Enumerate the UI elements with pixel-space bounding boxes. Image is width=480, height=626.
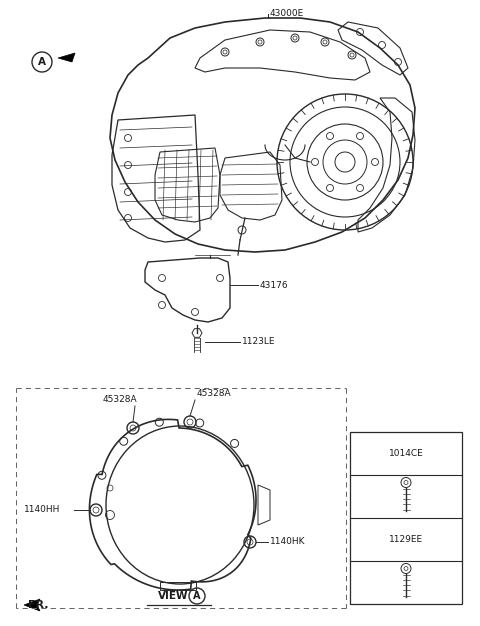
Text: 1140HH: 1140HH bbox=[24, 506, 60, 515]
Text: FR.: FR. bbox=[28, 600, 48, 610]
Polygon shape bbox=[24, 599, 40, 611]
Text: A: A bbox=[193, 591, 201, 601]
Text: VIEW: VIEW bbox=[158, 591, 188, 601]
Text: 1123LE: 1123LE bbox=[242, 337, 276, 347]
Bar bbox=[350, 432, 462, 604]
Text: 1140HK: 1140HK bbox=[270, 538, 305, 546]
Text: 45328A: 45328A bbox=[197, 389, 232, 399]
Text: 45328A: 45328A bbox=[103, 396, 138, 404]
Text: 43176: 43176 bbox=[260, 280, 288, 289]
Text: 1014CE: 1014CE bbox=[389, 449, 423, 458]
Text: 43000E: 43000E bbox=[270, 9, 304, 18]
Polygon shape bbox=[58, 53, 75, 62]
Text: A: A bbox=[38, 57, 46, 67]
Text: 1129EE: 1129EE bbox=[389, 535, 423, 544]
